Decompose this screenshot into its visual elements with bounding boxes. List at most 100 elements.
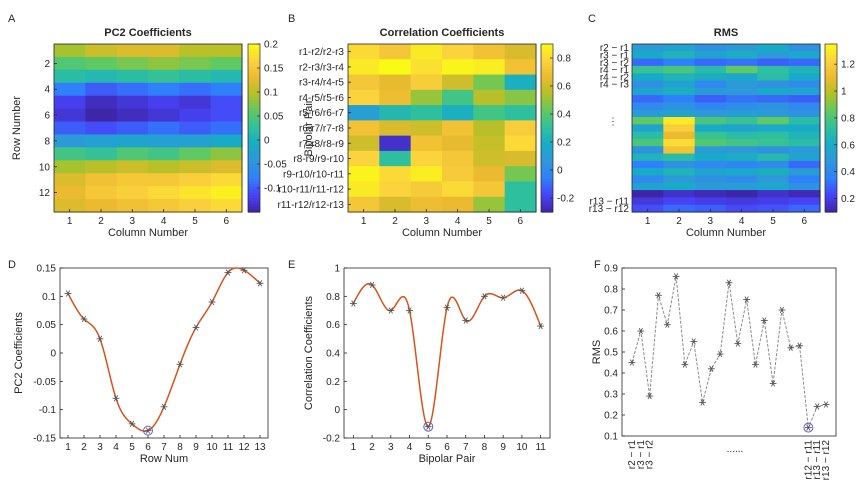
- x-tick-ellipsis-f: ......: [727, 444, 744, 455]
- heatmap-cell-a: [54, 95, 86, 110]
- heatmap-cell-c: [788, 65, 821, 74]
- panel-label-a: A: [8, 13, 16, 25]
- heatmap-cell-c: [788, 51, 821, 60]
- panel-label-b: B: [288, 13, 295, 25]
- colorbar-segment-c: [825, 74, 837, 79]
- heatmap-cell-a: [116, 69, 149, 84]
- y-axis-label-b: Bipolar Pair: [303, 99, 315, 156]
- colorbar-segment-c: [825, 88, 837, 93]
- heatmap-cell-a: [210, 173, 243, 187]
- y-tick-label-f: 0.3: [604, 390, 618, 401]
- heatmap-cell-c: [788, 160, 821, 169]
- data-point-f: [771, 380, 776, 387]
- y-tick-label-c: r3 − r2: [600, 58, 630, 69]
- heatmap-cell-a: [54, 108, 86, 123]
- colorbar-segment-a: [248, 74, 260, 79]
- colorbar-segment-a: [248, 88, 260, 93]
- heatmap-cell-b: [348, 89, 380, 106]
- heatmap-cell-a: [116, 44, 149, 58]
- colorbar-segment-c: [825, 125, 837, 129]
- heatmap-cell-b: [504, 196, 537, 213]
- x-tick-label-c: 1: [645, 216, 651, 227]
- colorbar-tick-label-a: -0.05: [264, 160, 287, 171]
- colorbar-segment-b: [541, 46, 553, 51]
- heatmap-cell-c: [632, 80, 664, 89]
- heatmap-cell-c: [757, 138, 790, 147]
- colorbar-segment-c: [825, 158, 837, 163]
- y-tick-label-e: 1: [334, 264, 340, 275]
- axes-box-e: [343, 267, 551, 439]
- colorbar-segment-b: [541, 164, 553, 168]
- y-tick-label-a: 12: [39, 188, 51, 199]
- heatmap-cell-c: [632, 182, 664, 191]
- heatmap-cell-c: [694, 87, 727, 96]
- highlight-circle-d: [143, 425, 153, 436]
- colorbar-tick-label-b: 0.4: [557, 110, 571, 121]
- colorbar-segment-a: [248, 200, 260, 205]
- data-point-e: [351, 300, 356, 307]
- heatmap-cell-c: [632, 117, 664, 125]
- colorbar-segment-a: [248, 192, 260, 196]
- x-tick-label-e: 1: [351, 442, 357, 453]
- data-point-f: [823, 401, 829, 408]
- chart-title-a: PC2 Coefficients: [104, 27, 191, 39]
- data-point-d: [97, 335, 103, 343]
- heatmap-cell-a: [179, 56, 212, 71]
- y-tick-label-b: r4-r5/r5-r6: [299, 93, 344, 104]
- x-axis-label-b: Column Number: [402, 227, 482, 239]
- heatmap-cell-b: [410, 150, 443, 167]
- colorbar-segment-c: [825, 108, 837, 112]
- colorbar-segment-b: [541, 170, 553, 174]
- colorbar-segment-b: [541, 69, 553, 73]
- colorbar-segment-a: [248, 55, 260, 59]
- heatmap-cell-c: [757, 131, 790, 140]
- heatmap-cell-c: [757, 58, 790, 67]
- heatmap-cell-c: [663, 102, 696, 111]
- colorbar-segment-a: [248, 97, 260, 101]
- heatmap-cell-c: [663, 73, 696, 82]
- data-point-e: [501, 294, 506, 301]
- y-tick-ellipsis-c: ⋮: [608, 117, 618, 128]
- heatmap-cell-c: [632, 131, 664, 140]
- heatmap-cell-c: [632, 51, 664, 60]
- colorbar-segment-b: [541, 91, 553, 95]
- heatmap-cell-c: [694, 182, 727, 191]
- heatmap-cell-b: [473, 44, 506, 60]
- fit-curve-e: [352, 282, 542, 428]
- data-point-e: [463, 317, 468, 324]
- colorbar-tick-label-b: -0.2: [557, 194, 575, 205]
- heatmap-cell-b: [379, 166, 412, 183]
- heatmap-cell-c: [663, 117, 696, 125]
- heatmap-cell-c: [632, 95, 664, 104]
- data-point-d: [113, 395, 119, 402]
- heatmap-cell-b: [473, 105, 506, 121]
- colorbar-segment-a: [248, 130, 260, 135]
- colorbar-segment-a: [248, 60, 260, 65]
- colorbar-segment-b: [541, 158, 553, 163]
- x-tick-label-b: 6: [518, 216, 524, 227]
- heatmap-cell-c: [757, 87, 790, 96]
- x-tick-label-e: 2: [369, 442, 375, 453]
- colorbar-segment-a: [248, 122, 260, 126]
- heatmap-cell-a: [210, 147, 243, 161]
- colorbar-tick-label-c: 0.4: [841, 167, 855, 178]
- heatmap-cell-b: [410, 74, 443, 91]
- heatmap-cell-a: [210, 95, 243, 110]
- heatmap-cell-b: [348, 150, 380, 167]
- heatmap-cell-c: [726, 65, 758, 74]
- colorbar-segment-c: [825, 147, 837, 151]
- x-tick-label-c: 2: [676, 216, 682, 227]
- heatmap-cell-c: [632, 58, 664, 67]
- colorbar-segment-a: [248, 144, 260, 149]
- colorbar-segment-a: [248, 111, 260, 115]
- heatmap-cell-b: [379, 181, 412, 198]
- y-axis-label-a: Row Number: [11, 96, 23, 161]
- x-tick-label-a: 4: [161, 216, 167, 227]
- data-point-f: [735, 340, 740, 347]
- colorbar-segment-b: [541, 74, 553, 79]
- colorbar-segment-b: [541, 192, 553, 196]
- heatmap-cell-c: [632, 138, 664, 147]
- heatmap-cell-a: [54, 56, 86, 71]
- x-tick-label-b: 2: [392, 216, 398, 227]
- y-tick-label-e: 0.2: [326, 377, 340, 388]
